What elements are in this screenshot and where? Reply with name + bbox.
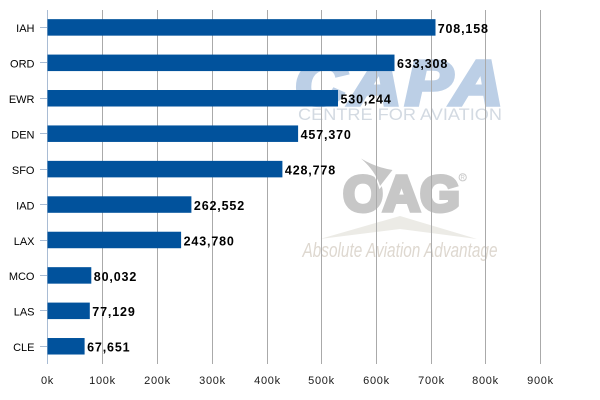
svg-text:400k: 400k [254,375,281,387]
svg-text:900k: 900k [527,375,554,387]
svg-text:CLE: CLE [13,342,34,354]
svg-text:MCO: MCO [9,271,35,283]
svg-text:428,778: 428,778 [285,164,336,178]
svg-text:SFO: SFO [12,165,35,177]
svg-text:80,032: 80,032 [94,270,137,284]
svg-text:300k: 300k [199,375,226,387]
svg-text:100k: 100k [89,375,116,387]
svg-text:Absolute Aviation Advantage: Absolute Aviation Advantage [302,240,498,262]
svg-text:ORD: ORD [10,59,35,71]
svg-text:800k: 800k [472,375,499,387]
svg-text:262,552: 262,552 [194,199,245,213]
svg-text:LAS: LAS [14,307,35,319]
svg-text:IAH: IAH [16,23,34,35]
svg-text:700k: 700k [418,375,445,387]
svg-text:243,780: 243,780 [184,234,235,248]
svg-text:200k: 200k [144,375,171,387]
svg-text:600k: 600k [363,375,390,387]
svg-text:0k: 0k [41,375,54,387]
svg-text:67,651: 67,651 [87,341,130,355]
svg-text:OAG: OAG [343,166,460,222]
svg-text:500k: 500k [308,375,335,387]
svg-text:DEN: DEN [11,130,34,142]
svg-text:708,158: 708,158 [438,22,489,36]
svg-text:530,244: 530,244 [341,93,392,107]
svg-text:77,129: 77,129 [92,305,135,319]
svg-text:EWR: EWR [9,94,35,106]
svg-text:457,370: 457,370 [301,128,352,142]
svg-text:633,308: 633,308 [397,57,448,71]
svg-text:CENTRE FOR AVIATION: CENTRE FOR AVIATION [298,105,502,124]
svg-text:IAD: IAD [16,200,34,212]
svg-text:LAX: LAX [14,236,35,248]
svg-text:R: R [461,176,466,182]
